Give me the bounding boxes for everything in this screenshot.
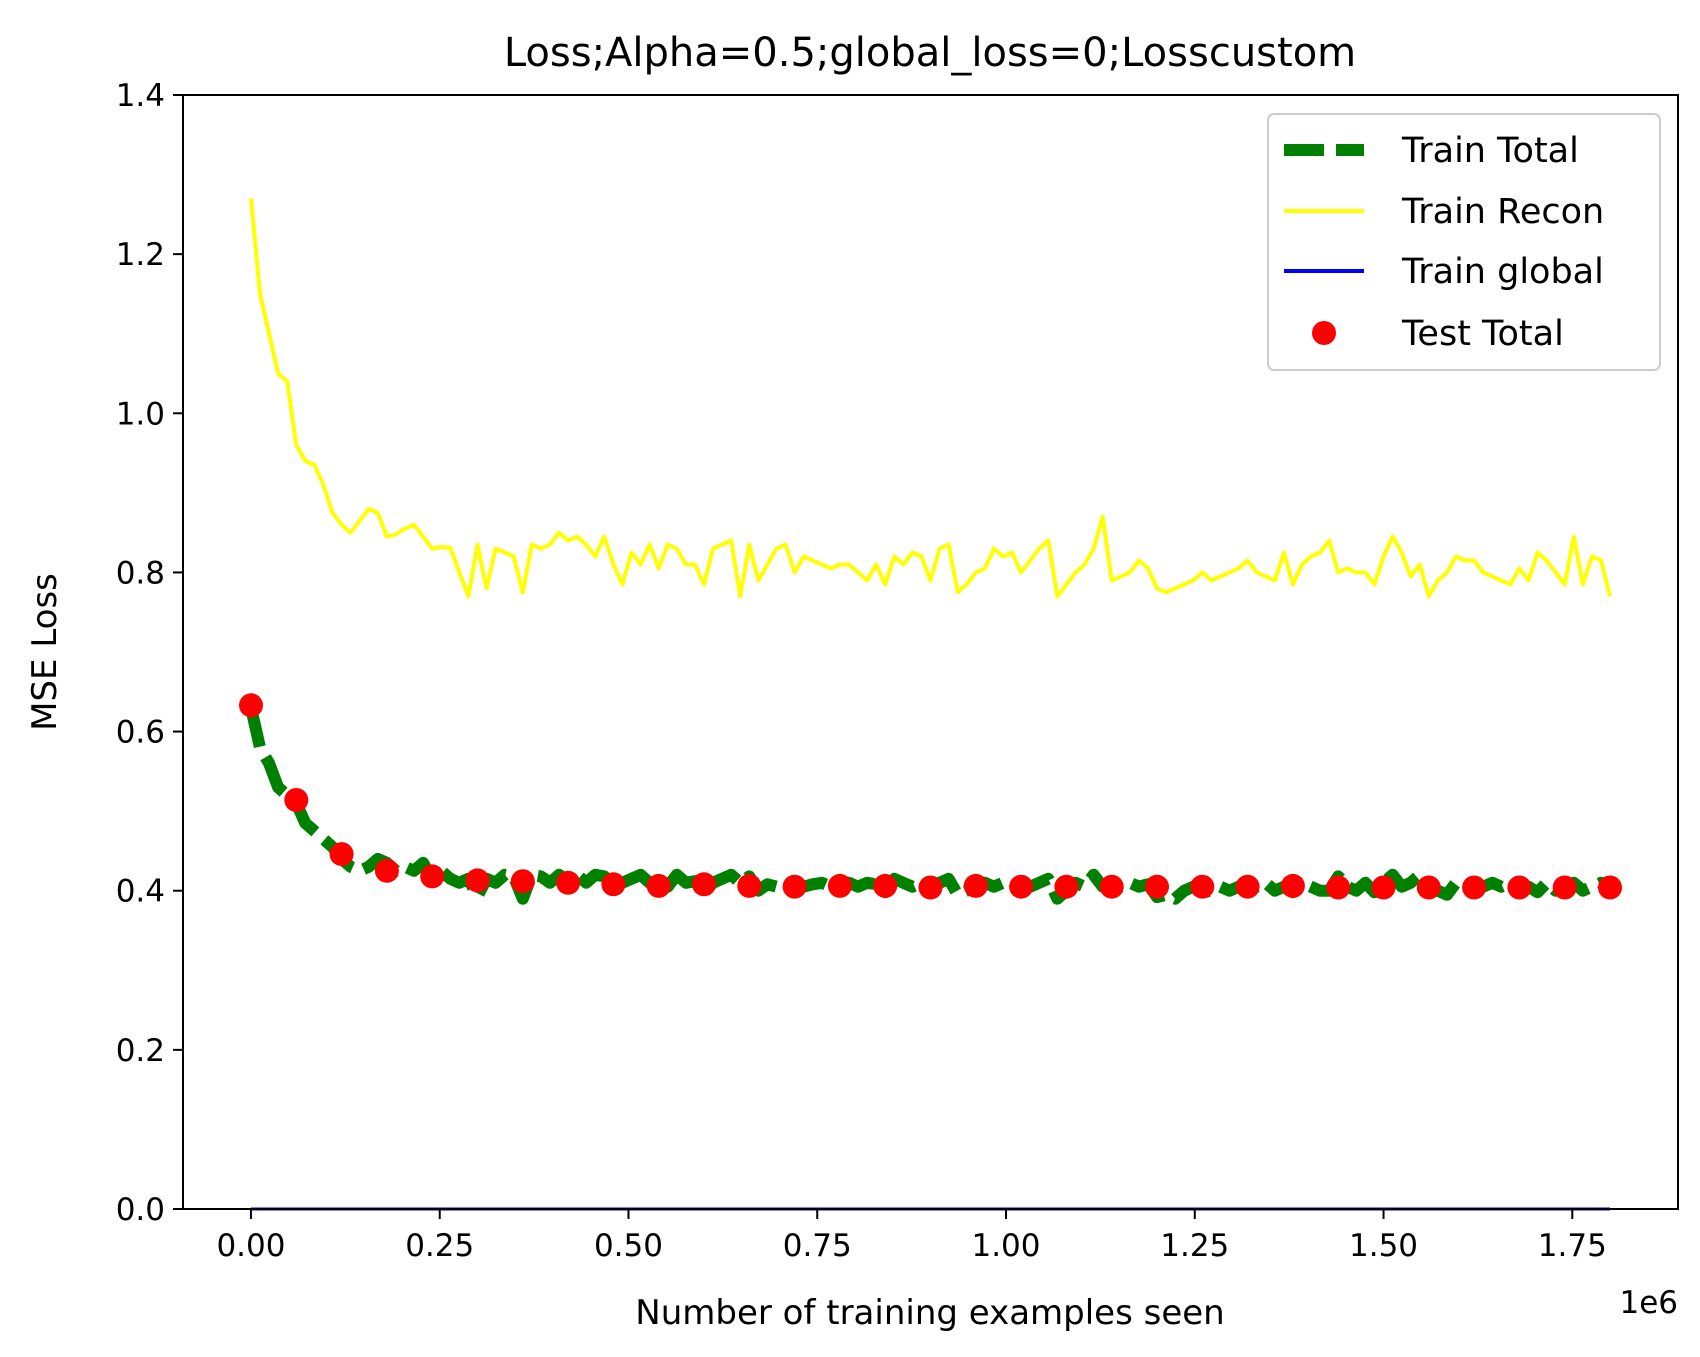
test-total-point	[963, 873, 988, 898]
x-axis-label: Number of training examples seen	[635, 1293, 1224, 1333]
legend-swatch-test-total	[1312, 321, 1336, 345]
x-tick-label: 0.00	[216, 1228, 285, 1264]
legend-frame	[1267, 113, 1661, 371]
x-tick-label: 1.50	[1349, 1228, 1418, 1264]
y-axis-label: MSE Loss	[25, 573, 65, 731]
y-tick-label: 0.6	[116, 715, 165, 751]
legend-label-train-global: Train global	[1401, 252, 1604, 292]
test-total-point	[1552, 875, 1577, 900]
y-tick-label: 1.4	[116, 78, 165, 114]
test-total-point	[510, 869, 535, 894]
test-total-point	[1009, 874, 1034, 899]
y-tick-label: 0.4	[116, 874, 165, 910]
test-total-point	[239, 693, 263, 718]
test-total-point	[1054, 874, 1079, 899]
test-total-point	[1371, 875, 1396, 900]
legend: Train Total Train Recon Train global Tes…	[1267, 113, 1661, 371]
test-total-point	[737, 873, 762, 898]
test-total-point	[1598, 875, 1622, 900]
chart-title: Loss;Alpha=0.5;global_loss=0;Losscustom	[504, 30, 1356, 76]
axes-frame	[182, 94, 1679, 1210]
test-total-point	[1280, 873, 1305, 898]
y-tick-label: 1.0	[116, 396, 165, 432]
legend-label-test-total: Test Total	[1401, 314, 1564, 354]
test-total-point	[374, 858, 399, 883]
y-tick-label: 1.2	[116, 237, 165, 273]
test-total-point	[1099, 874, 1124, 899]
x-tick-label: 1.75	[1538, 1228, 1607, 1264]
series-line-train-total	[245, 706, 1614, 905]
test-total-point	[1235, 874, 1260, 899]
test-total-point	[873, 873, 898, 898]
test-total-point	[827, 873, 852, 898]
test-total-point	[465, 868, 490, 893]
test-total-point	[918, 875, 943, 900]
x-axis-offset-label: 1e6	[1619, 1285, 1678, 1321]
test-total-point	[1145, 874, 1169, 899]
x-axis: 0.00 0.25 0.50 0.75 1.00 1.25 1.50 1.75	[216, 1209, 1607, 1264]
test-total-point	[1190, 874, 1215, 899]
legend-label-train-total: Train Total	[1401, 131, 1579, 171]
y-tick-label: 0.2	[116, 1033, 165, 1069]
series-line-train-recon	[249, 198, 1612, 599]
test-total-point	[1416, 875, 1441, 900]
x-tick-label: 0.25	[405, 1228, 474, 1264]
y-axis: 0.0 0.2 0.4 0.6 0.8 1.0 1.2 1.4	[116, 78, 183, 1228]
legend-label-train-recon: Train Recon	[1401, 192, 1604, 232]
test-total-point	[1462, 875, 1487, 900]
x-tick-label: 0.75	[783, 1228, 852, 1264]
x-tick-label: 1.00	[971, 1228, 1040, 1264]
x-tick-label: 1.25	[1160, 1228, 1229, 1264]
y-tick-label: 0.0	[116, 1192, 165, 1228]
test-total-point	[692, 872, 716, 897]
test-total-point	[284, 788, 309, 812]
test-total-point	[601, 872, 626, 897]
x-tick-label: 0.50	[594, 1228, 663, 1264]
test-total-point	[329, 842, 354, 867]
test-total-point	[782, 874, 807, 899]
y-tick-label: 0.8	[116, 555, 165, 591]
test-total-point	[556, 870, 581, 895]
test-total-point	[420, 864, 445, 889]
test-total-point	[646, 873, 671, 898]
test-total-point	[1507, 875, 1532, 900]
test-total-point	[1326, 875, 1351, 900]
